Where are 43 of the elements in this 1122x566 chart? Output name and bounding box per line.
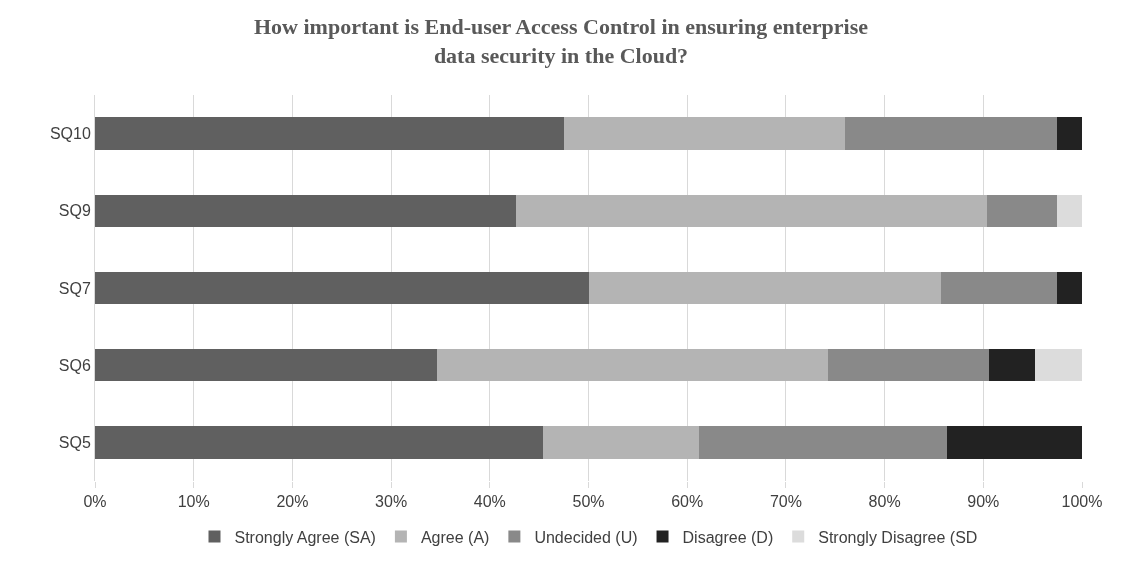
bar [543,426,700,459]
legend-label: Strongly Agree (SA) [234,528,376,546]
y-tick-label: SQ9 [58,202,91,220]
y-tick-label: SQ10 [49,125,91,143]
bar [987,194,1058,228]
x-tick-label: 60% [671,493,704,511]
bar [845,117,1058,150]
legend-label: Disagree (D) [682,528,774,546]
x-tick-label: 10% [177,493,210,511]
x-tick-label: 0% [83,493,107,511]
bar [588,271,941,305]
y-tick-label: SQ5 [58,434,91,451]
x-tick-label: 40% [473,493,506,511]
x-tick-label: 20% [276,493,309,511]
bar [95,194,517,228]
bar [95,426,544,459]
bar [95,348,438,382]
bar [516,194,988,228]
bar [828,348,990,382]
y-tick-label: SQ7 [58,279,91,297]
x-tick-label: 90% [967,493,1000,511]
x-tick-label: 80% [868,493,901,511]
bar [940,271,1058,305]
chart-title: How important is End-user Access Control in ensuring enterprise data security in the Cloud? [254,13,869,68]
bar [95,117,564,150]
bar [946,426,1082,459]
bar [95,271,589,305]
y-tick-label: SQ6 [58,356,91,374]
x-tick-label: 50% [572,493,605,511]
x-tick-label: 70% [769,493,802,511]
bar [437,348,829,382]
bar [1034,348,1082,382]
bar [1057,194,1082,228]
bar [989,348,1035,382]
bar [699,426,947,459]
bar [1057,117,1082,150]
legend-label: Undecided (U) [534,528,638,546]
x-tick-label: 100% [1061,493,1103,511]
legend-label: Agree (A) [420,528,490,546]
bar [563,117,846,150]
bar [1057,271,1082,305]
x-tick-label: 30% [375,493,408,511]
legend-label: Strongly Disagree (SD [818,528,978,546]
